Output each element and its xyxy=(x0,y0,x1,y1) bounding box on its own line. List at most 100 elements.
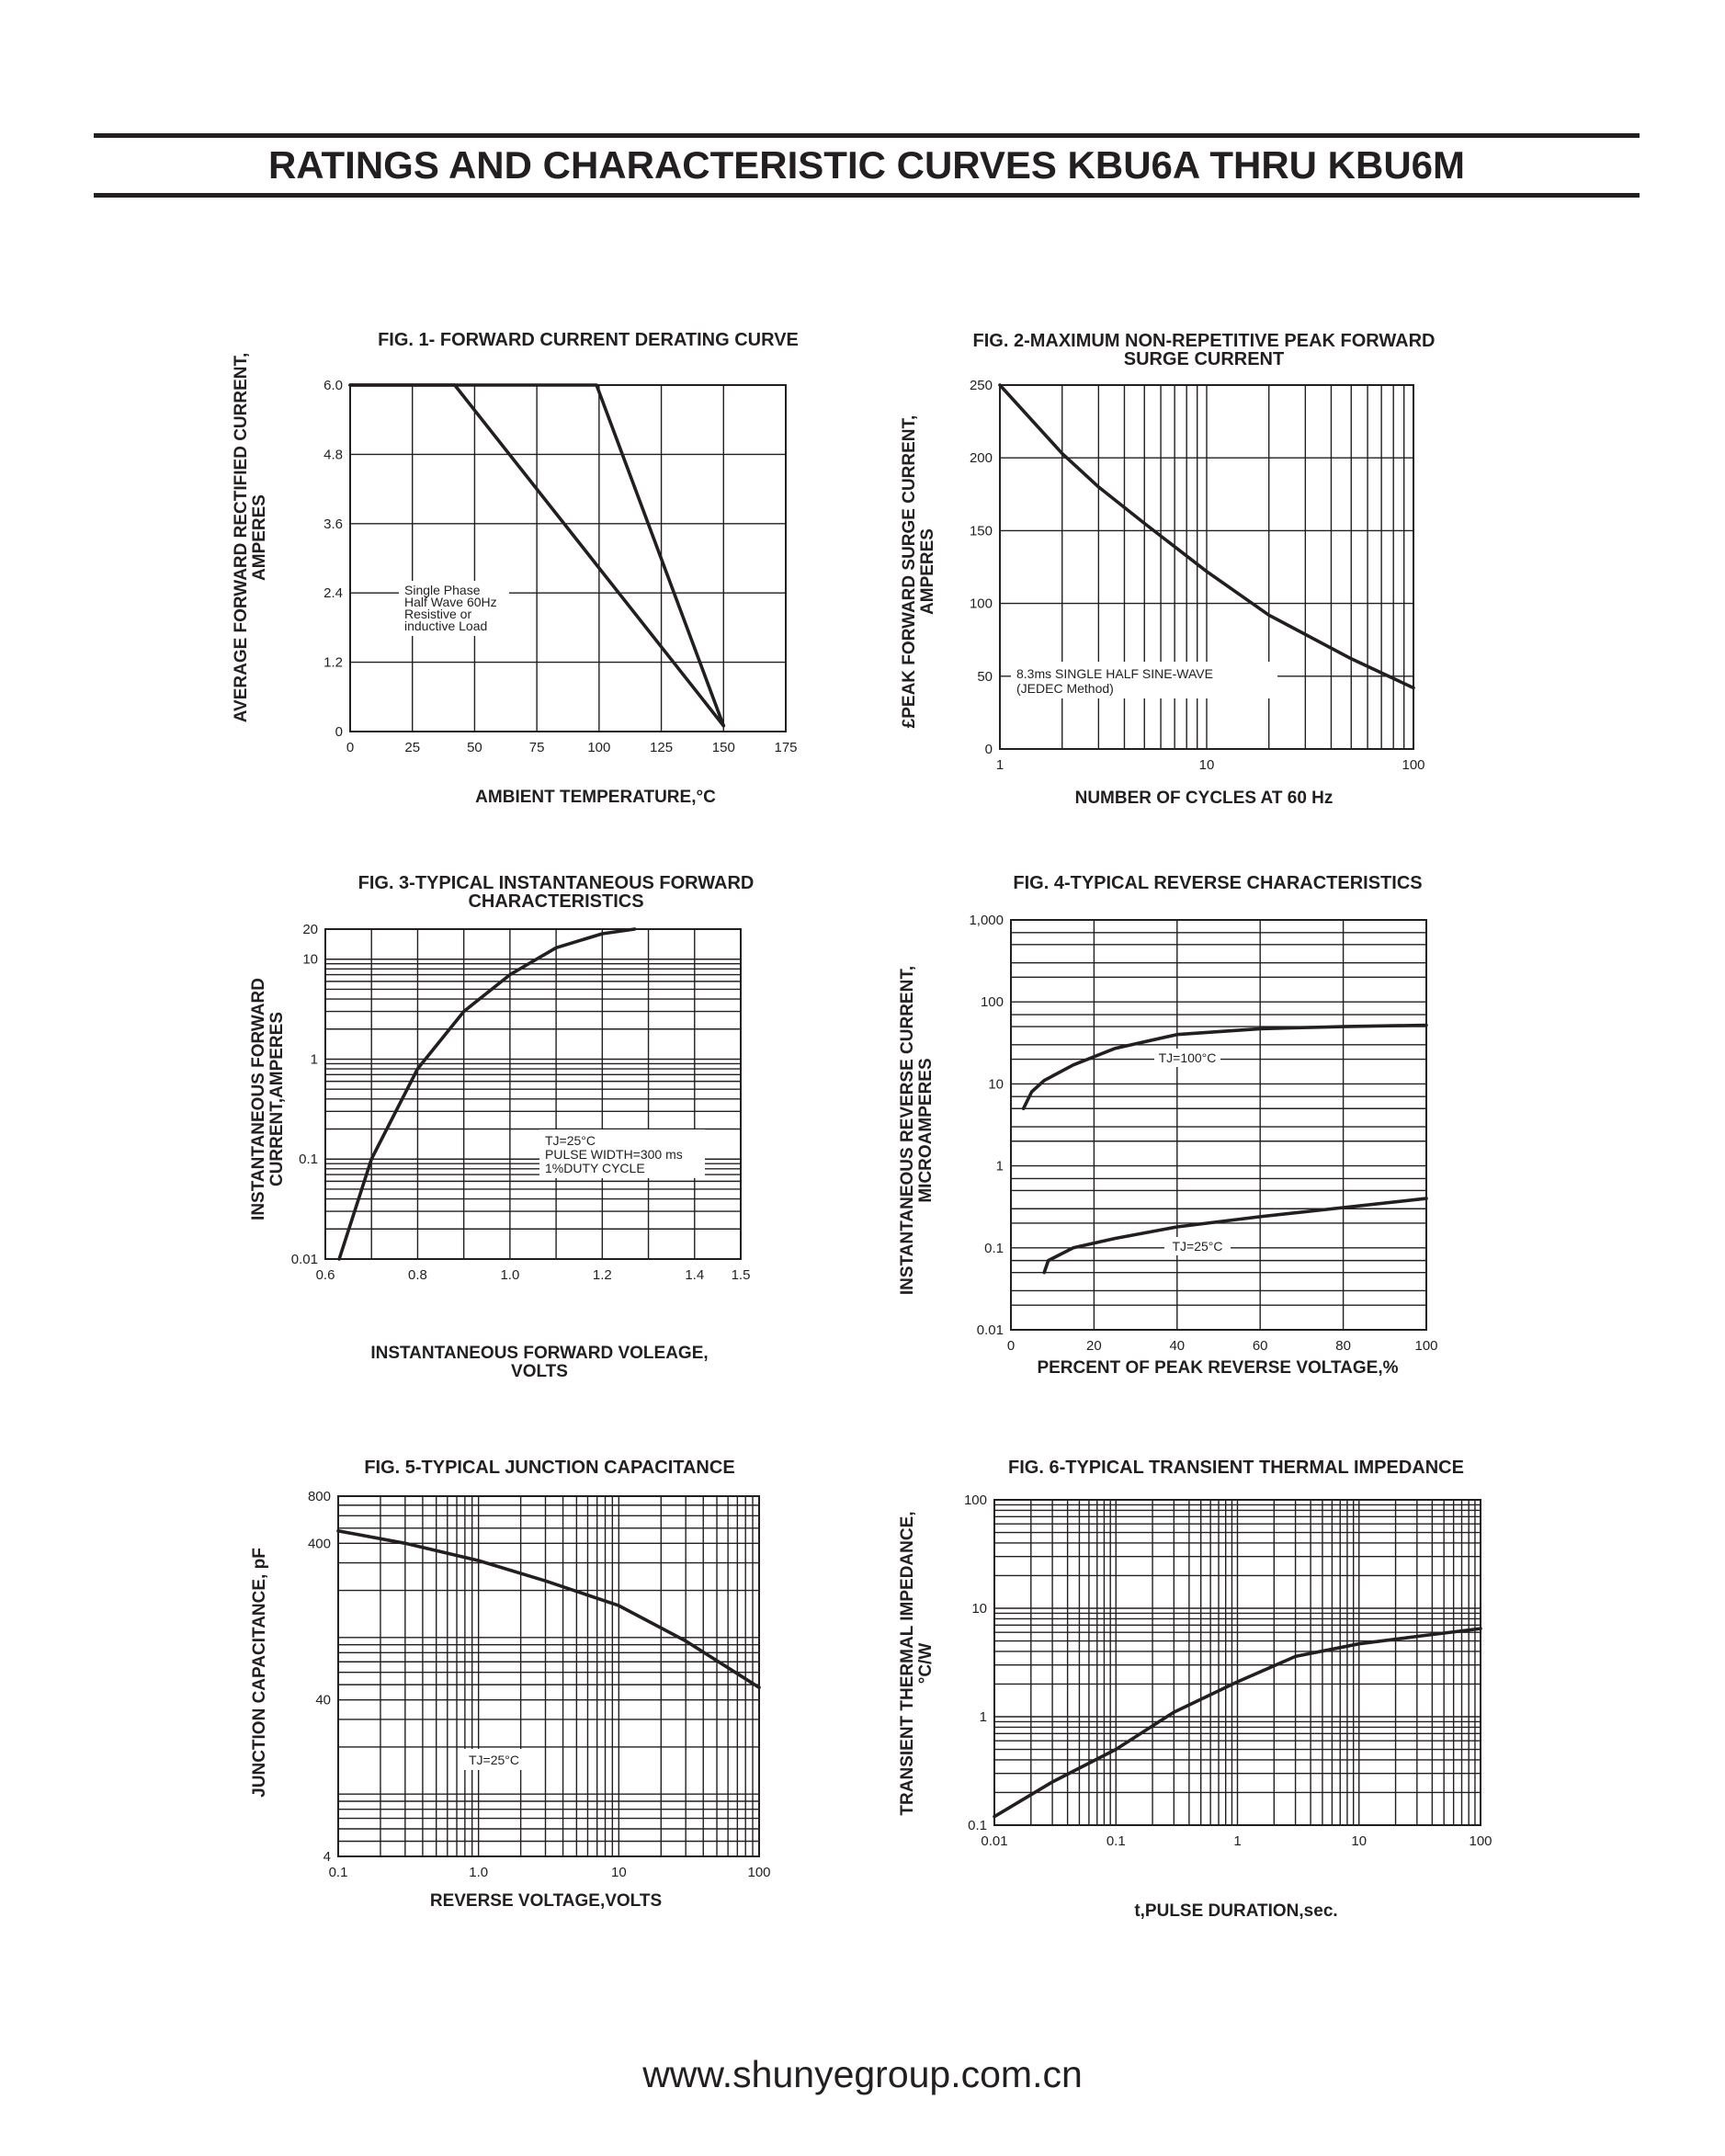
x-tick-label: 0 xyxy=(346,740,354,755)
y-axis-label: TRANSIENT THERMAL IMPEDANCE, xyxy=(898,1511,917,1815)
y-axis-label: °C/W xyxy=(916,1643,936,1685)
series-line xyxy=(337,927,637,1261)
y-axis-label: INSTANTANEOUS REVERSE CURRENT, xyxy=(898,966,917,1295)
annotation-bg xyxy=(399,581,509,636)
y-tick-label: 1,000 xyxy=(969,913,1004,928)
y-tick-label: 150 xyxy=(970,523,993,539)
chart-title: FIG. 6-TYPICAL TRANSIENT THERMAL IMPEDAN… xyxy=(1008,1458,1464,1478)
x-tick-label: 75 xyxy=(529,740,545,755)
series-label: TJ=100°C xyxy=(1159,1050,1217,1065)
bottom-rule xyxy=(94,193,1640,198)
series-label-bg xyxy=(1164,1237,1231,1255)
annotation-text: 8.3ms SINGLE HALF SINE-WAVE xyxy=(1016,666,1213,681)
x-tick-label: 150 xyxy=(712,740,735,755)
series-label: TJ=25°C xyxy=(1172,1239,1222,1254)
y-tick-label: 6.0 xyxy=(323,378,343,393)
x-tick-label: 100 xyxy=(1402,757,1424,773)
x-tick-label: 0.01 xyxy=(981,1833,1007,1849)
y-tick-label: 0.1 xyxy=(984,1241,1004,1256)
x-tick-label: 1 xyxy=(1233,1833,1241,1849)
series-line xyxy=(993,1627,1482,1819)
chart-title: FIG. 4-TYPICAL REVERSE CHARACTERISTICS xyxy=(1013,873,1422,893)
y-tick-label: 1 xyxy=(311,1051,318,1067)
x-tick-label: 100 xyxy=(1414,1338,1437,1354)
chart-title: FIG. 1- FORWARD CURRENT DERATING CURVE xyxy=(378,330,799,350)
x-tick-label: 1 xyxy=(996,757,1004,773)
annotation-bg xyxy=(1011,662,1277,698)
y-tick-label: 250 xyxy=(970,378,993,393)
plot-frame xyxy=(337,1495,760,1857)
y-tick-label: 50 xyxy=(977,669,993,685)
y-tick-label: 1 xyxy=(980,1709,987,1725)
series-line xyxy=(1021,1023,1428,1111)
y-axis-label: INSTANTANEOUS FORWARD xyxy=(249,978,268,1220)
annotation-text: Resistive or xyxy=(404,607,471,621)
x-tick-label: 0.1 xyxy=(1106,1833,1126,1849)
y-tick-label: 100 xyxy=(981,994,1004,1010)
series-line xyxy=(348,383,726,728)
x-tick-label: 100 xyxy=(747,1865,770,1880)
annotation-text: (JEDEC Method) xyxy=(1016,681,1114,696)
fig5-chart: 0.1 1.0 10 100 4 40 400 800 FIG. 5-TYPICAL JUNCT… xyxy=(250,1458,771,1911)
chart-title: CHARACTERISTICS xyxy=(468,891,643,912)
fig2-chart: 1 10 100 0 50 100 150 200 250 FIG. 2-MAXIMUM NON-… xyxy=(900,331,1435,808)
y-tick-label: 0 xyxy=(985,742,993,757)
plot-frame xyxy=(1010,919,1427,1331)
top-rule xyxy=(94,133,1640,138)
x-axis-label: NUMBER OF CYCLES AT 60 Hz xyxy=(1075,789,1333,808)
y-tick-label: 0 xyxy=(335,724,343,740)
annotation-text: Single Phase xyxy=(404,583,481,597)
chart-title: FIG. 2-MAXIMUM NON-REPETITIVE PEAK FORWA… xyxy=(973,331,1436,351)
x-tick-label: 50 xyxy=(467,740,482,755)
x-tick-label: 10 xyxy=(611,1865,627,1880)
annotation-text: TJ=25°C xyxy=(545,1133,596,1148)
chart-title: FIG. 5-TYPICAL JUNCTION CAPACITANCE xyxy=(364,1458,734,1478)
x-tick-label: 1.2 xyxy=(593,1267,612,1283)
y-tick-label: 20 xyxy=(302,922,318,937)
x-tick-label: 175 xyxy=(774,740,797,755)
y-tick-label: 100 xyxy=(970,596,993,612)
x-axis-label: PERCENT OF PEAK REVERSE VOLTAGE,% xyxy=(1037,1358,1398,1378)
x-tick-label: 80 xyxy=(1335,1338,1351,1354)
annotation-text: PULSE WIDTH=300 ms xyxy=(545,1147,683,1162)
x-tick-label: 10 xyxy=(1199,757,1215,773)
series-line xyxy=(336,1529,761,1689)
y-axis-label: CURRENT,AMPERES xyxy=(267,1012,287,1186)
annotation-bg xyxy=(539,1129,705,1178)
plot-frame xyxy=(999,384,1414,750)
plot-frame xyxy=(349,384,787,732)
y-tick-label: 100 xyxy=(964,1492,987,1508)
y-tick-label: 200 xyxy=(970,450,993,466)
series-label-bg xyxy=(1154,1049,1220,1067)
x-tick-label: 25 xyxy=(404,740,420,755)
y-tick-label: 1 xyxy=(996,1159,1004,1174)
x-tick-label: 40 xyxy=(1169,1338,1185,1354)
series-line xyxy=(1042,1197,1428,1275)
x-axis-label: INSTANTANEOUS FORWARD VOLEAGE, xyxy=(370,1344,708,1363)
y-axis-label: AMPERES xyxy=(250,494,269,581)
fig3-chart: 0.6 0.8 1.0 1.2 1.4 1.5 0.01 0.1 1 10 20 FIG. 3-TYP… xyxy=(249,873,754,1381)
x-tick-label: 1.4 xyxy=(685,1267,704,1283)
chart-title: FIG. 3-TYPICAL INSTANTANEOUS FORWARD xyxy=(358,873,755,893)
y-tick-label: 0.1 xyxy=(299,1152,318,1167)
y-tick-label: 4.8 xyxy=(323,447,343,462)
x-tick-label: 100 xyxy=(587,740,610,755)
annotation-bg xyxy=(463,1749,537,1770)
series-line xyxy=(998,383,1415,690)
website-url[interactable]: www.shunyegroup.com.cn xyxy=(642,2053,1083,2095)
y-axis-label: MICROAMPERES xyxy=(916,1058,936,1202)
annotation-text: inductive Load xyxy=(404,618,487,633)
fig4-chart: 0 20 40 60 80 100 0.01 0.1 1 10 100 1,000 FIG. 4-TYP… xyxy=(898,873,1438,1378)
x-tick-label: 0.8 xyxy=(408,1267,427,1283)
y-tick-label: 0.01 xyxy=(291,1252,318,1267)
annotation-text: 1%DUTY CYCLE xyxy=(545,1161,645,1175)
plot-frame xyxy=(324,928,742,1260)
x-axis-label: AMBIENT TEMPERATURE,°C xyxy=(475,788,716,807)
annotation-text: Half Wave 60Hz xyxy=(404,595,497,609)
x-tick-label: 100 xyxy=(1469,1833,1492,1849)
x-axis-label: VOLTS xyxy=(511,1362,568,1381)
y-tick-label: 40 xyxy=(315,1693,331,1708)
x-axis-label: t,PULSE DURATION,sec. xyxy=(1134,1901,1337,1921)
page-title: RATINGS AND CHARACTERISTIC CURVES KBU6A … xyxy=(267,143,1466,187)
